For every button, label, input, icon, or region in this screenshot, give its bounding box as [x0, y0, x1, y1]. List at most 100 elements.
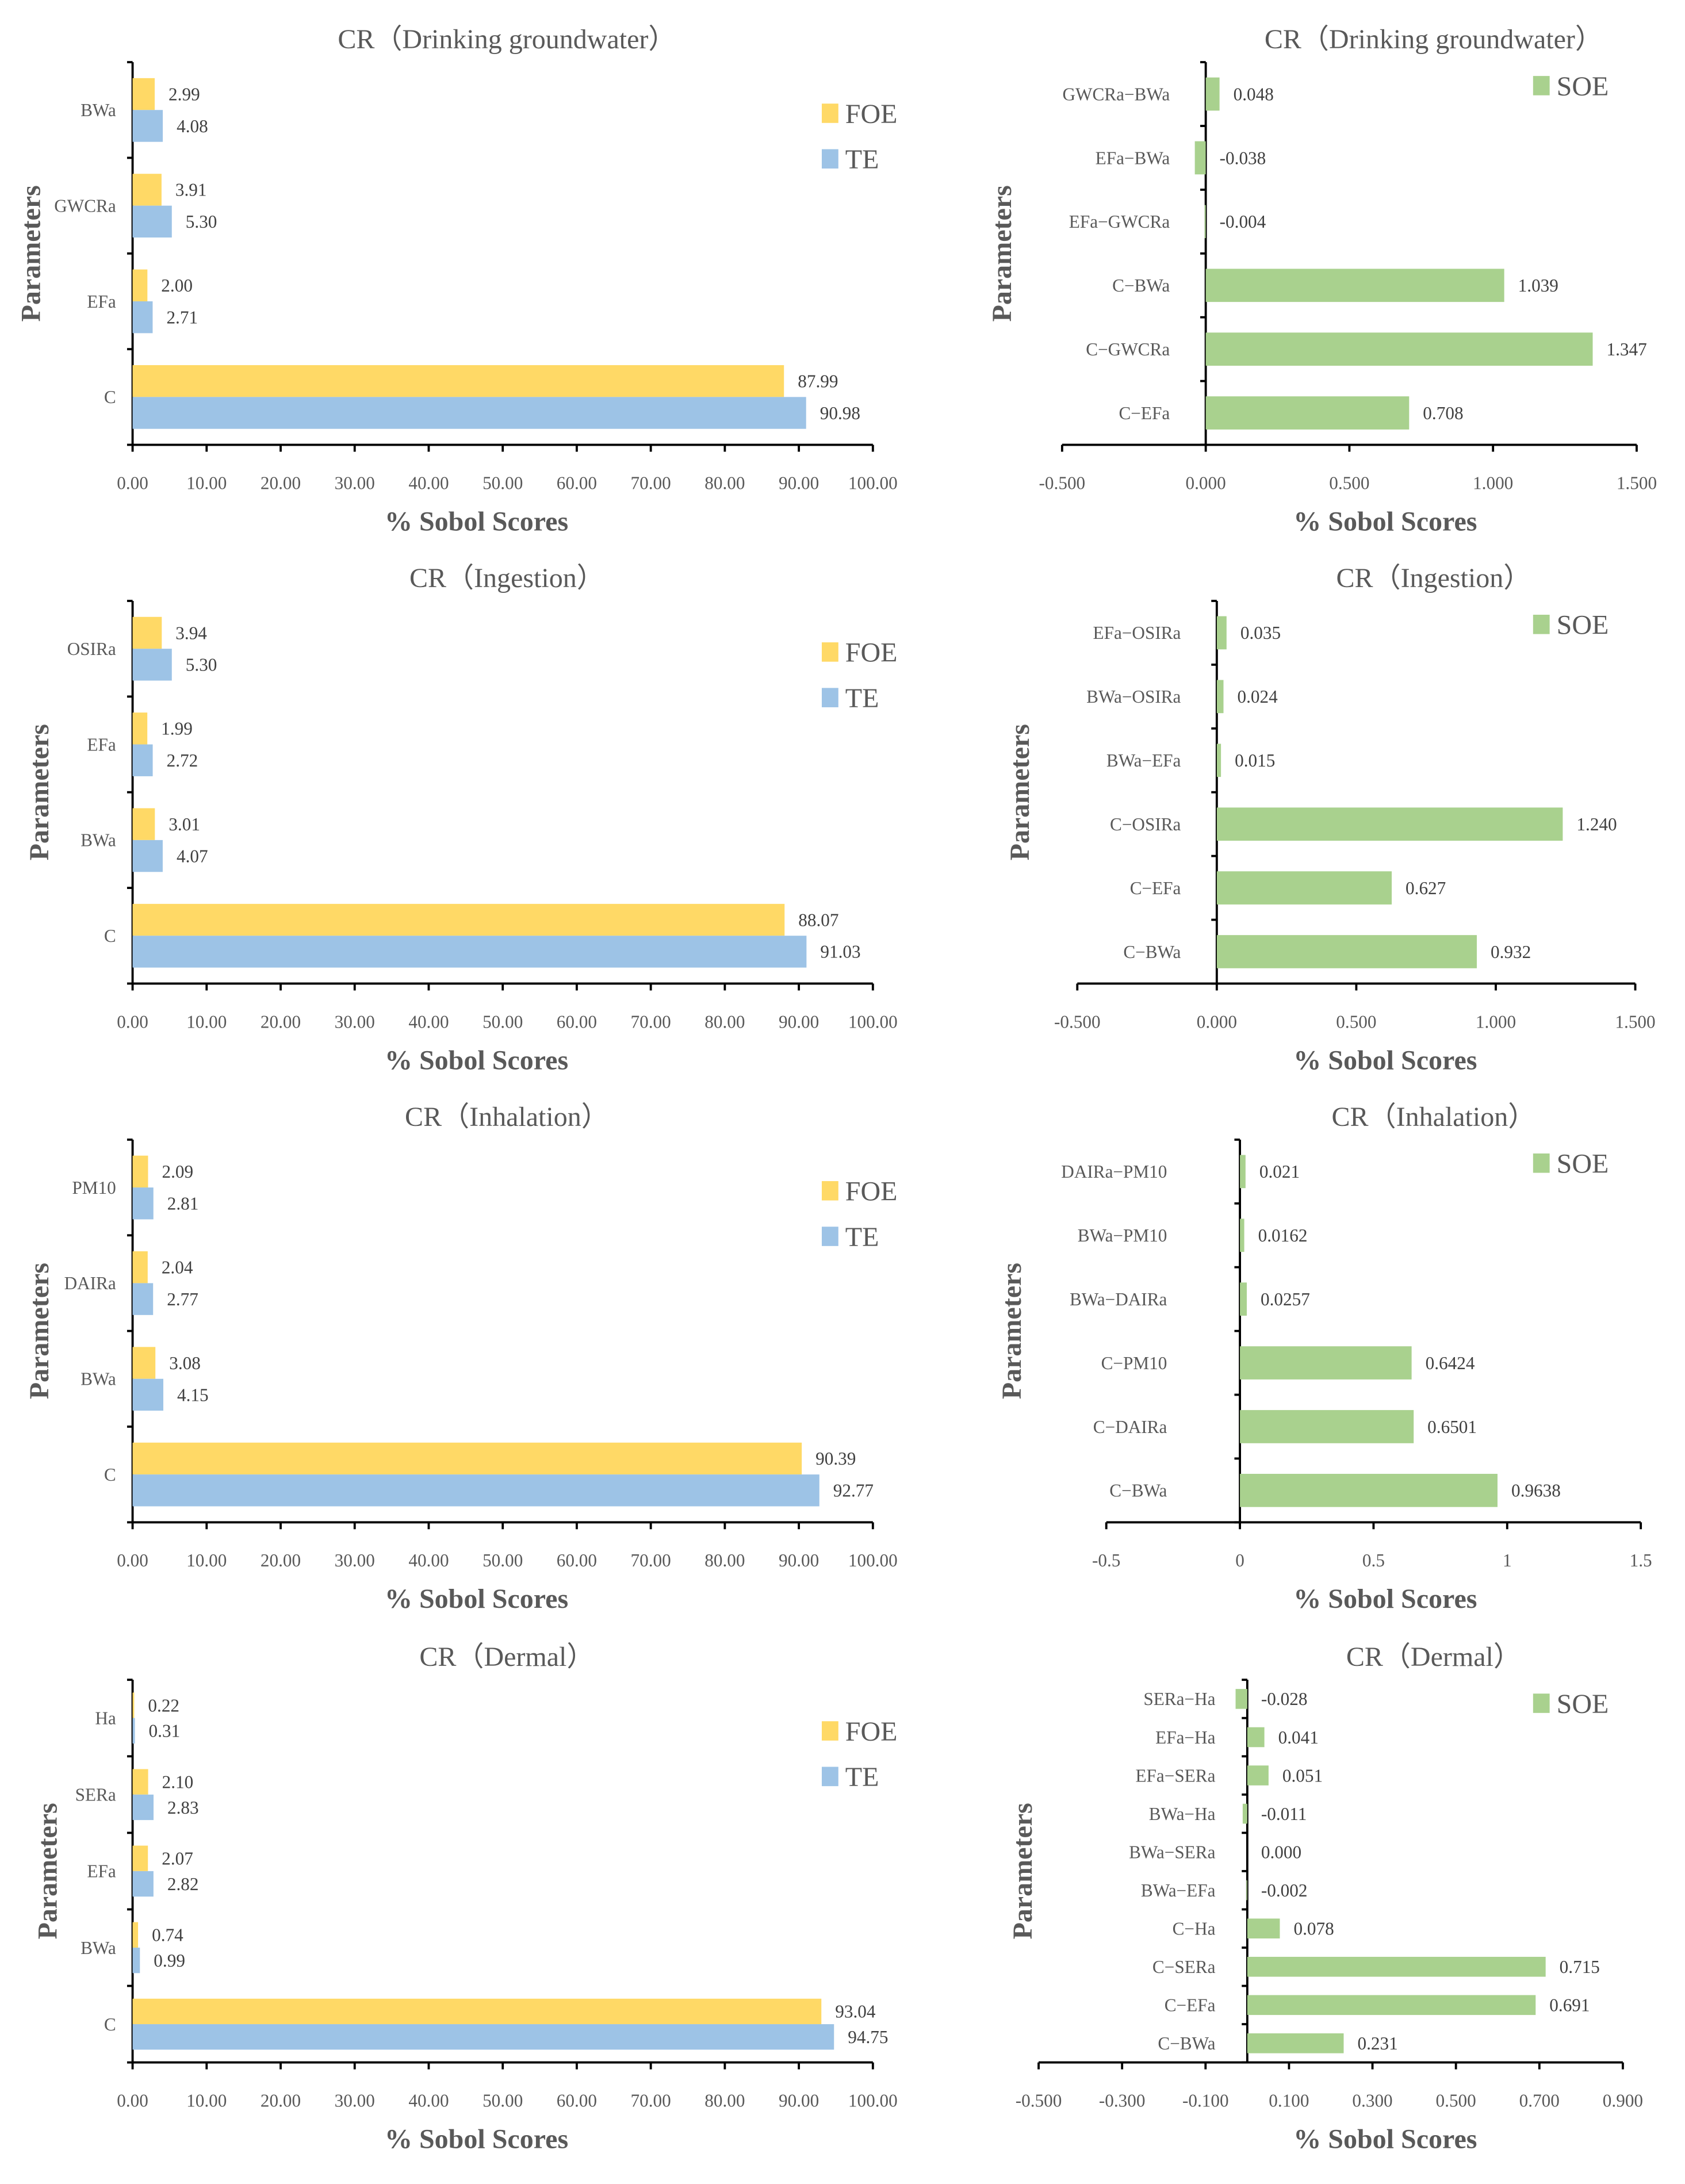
x-tick-label: 100.00	[848, 1550, 898, 1570]
category-label: C−GWCRa	[1086, 339, 1170, 359]
x-tick-label: -0.300	[1099, 2090, 1146, 2110]
data-label: 2.07	[162, 1849, 193, 1869]
data-label: 1.347	[1607, 339, 1647, 359]
bar-foe	[132, 1347, 156, 1379]
chart-2: CR（Drinking groundwater） -0.500 0.000 0.500…	[987, 24, 1657, 537]
data-label: 87.99	[798, 371, 838, 391]
category-label: BWa−OSIRa	[1086, 687, 1181, 707]
data-label: 4.08	[177, 116, 208, 136]
legend-swatch-soe	[1533, 615, 1550, 634]
chart-title: CR（Inhalation）	[1332, 1102, 1536, 1132]
category-label: C−BWa	[1109, 1481, 1167, 1501]
data-label: -0.004	[1220, 212, 1266, 232]
x-axis-title: % Sobol Scores	[1293, 1045, 1477, 1075]
category-label: Ha	[95, 1708, 116, 1729]
x-tick-label: 90.00	[779, 2090, 819, 2110]
x-tick-label: -0.100	[1182, 2090, 1229, 2110]
x-tick-label: 60.00	[557, 473, 597, 493]
bar-soe	[1242, 1803, 1247, 1824]
data-label: 0.22	[148, 1695, 179, 1715]
x-tick-label: -0.500	[1016, 2090, 1062, 2110]
data-label: 1.99	[161, 719, 193, 739]
x-tick-label: 60.00	[557, 1011, 597, 1032]
bar-te	[132, 1283, 154, 1315]
bar-soe	[1247, 1918, 1280, 1939]
data-label: 2.82	[167, 1874, 199, 1894]
legend-label: FOE	[845, 1716, 898, 1747]
category-label: BWa−Ha	[1149, 1804, 1216, 1824]
category-label: EFa	[87, 1861, 116, 1882]
x-axis-title: % Sobol Scores	[1293, 506, 1477, 537]
legend-label: FOE	[845, 638, 898, 668]
legend-swatch-te	[821, 149, 838, 169]
bar-te	[132, 1187, 154, 1220]
data-label: 1.240	[1576, 814, 1617, 834]
bar-soe	[1205, 396, 1410, 430]
x-tick-label: 0.000	[1186, 473, 1226, 493]
x-tick-label: 50.00	[482, 1011, 523, 1032]
x-tick-label: 10.00	[186, 1550, 227, 1570]
bar-soe	[1247, 1765, 1269, 1785]
bar-soe	[1240, 1282, 1247, 1316]
chart-title: CR（Drinking groundwater）	[338, 24, 676, 55]
x-tick-label: 50.00	[482, 1550, 523, 1570]
data-label: 0.715	[1560, 1957, 1600, 1977]
x-tick-label: 0.700	[1519, 2090, 1560, 2110]
x-tick-label: 100.00	[848, 1011, 898, 1032]
bar-te	[132, 840, 163, 872]
data-label: -0.011	[1261, 1804, 1307, 1824]
category-label: SERa	[75, 1785, 116, 1805]
bar-soe	[1204, 205, 1206, 239]
legend-label: SOE	[1557, 610, 1609, 641]
category-label: DAIRa−PM10	[1061, 1162, 1167, 1182]
bar-soe	[1216, 935, 1477, 968]
bar-soe	[1247, 2033, 1344, 2053]
bar-foe	[132, 269, 148, 301]
bar-soe	[1216, 871, 1392, 905]
legend-label: TE	[845, 1762, 879, 1792]
legend-swatch-soe	[1533, 1153, 1550, 1173]
legend-label: TE	[845, 144, 879, 175]
bar-te	[132, 744, 153, 776]
chart-title: CR（Drinking groundwater）	[1265, 24, 1603, 55]
category-label: BWa−EFa	[1106, 750, 1181, 771]
data-label: 0.0257	[1261, 1289, 1310, 1309]
category-label: C−PM10	[1101, 1353, 1167, 1373]
category-label: EFa−GWCRa	[1069, 212, 1170, 232]
legend-swatch-soe	[1533, 1693, 1550, 1713]
category-label: BWa−PM10	[1078, 1225, 1167, 1246]
bar-te	[132, 649, 172, 681]
data-label: 0.31	[149, 1721, 181, 1741]
category-label: C−OSIRa	[1110, 814, 1181, 834]
x-tick-label: 20.00	[261, 1550, 301, 1570]
data-label: 0.691	[1549, 1995, 1590, 2016]
legend-swatch-te	[821, 688, 838, 707]
data-label: -0.028	[1261, 1689, 1308, 1709]
category-label: BWa−EFa	[1141, 1880, 1216, 1901]
data-label: 5.30	[186, 212, 217, 232]
data-label: 5.30	[186, 655, 217, 675]
data-label: -0.002	[1261, 1880, 1308, 1901]
x-tick-label: 10.00	[186, 2090, 227, 2110]
x-axis-title: % Sobol Scores	[385, 1584, 568, 1614]
bar-foe	[132, 365, 784, 397]
x-tick-label: -0.500	[1054, 1011, 1101, 1032]
data-label: 91.03	[820, 942, 860, 962]
category-label: C	[104, 926, 116, 946]
category-label: EFa−BWa	[1096, 148, 1170, 168]
data-label: 2.10	[162, 1772, 194, 1792]
x-tick-label: -0.500	[1039, 473, 1086, 493]
bar-soe	[1240, 1155, 1246, 1189]
chart-title: CR（Dermal）	[1346, 1642, 1521, 1672]
x-axis-title: % Sobol Scores	[1293, 1584, 1477, 1614]
data-label: 0.6501	[1427, 1417, 1477, 1437]
category-label: BWa−DAIRa	[1070, 1289, 1167, 1309]
x-tick-label: 30.00	[335, 1550, 375, 1570]
category-label: BWa−SERa	[1129, 1842, 1215, 1862]
chart-title: CR（Inhalation）	[405, 1102, 609, 1132]
category-label: OSIRa	[67, 639, 116, 659]
legend-label: SOE	[1557, 1149, 1609, 1179]
data-label: 2.99	[168, 84, 200, 104]
x-tick-label: 60.00	[557, 1550, 597, 1570]
category-label: GWCRa−BWa	[1062, 84, 1170, 104]
